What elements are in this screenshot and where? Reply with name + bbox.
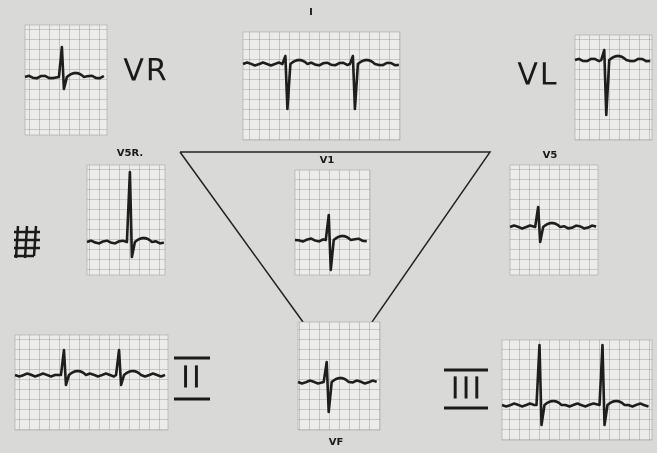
label-v5r: V5R. <box>117 148 143 159</box>
label-ii: II <box>181 361 203 396</box>
label-vf: VF <box>329 437 344 448</box>
label-v5: V5 <box>543 150 558 161</box>
label-iii: III <box>451 372 484 407</box>
label-i: I <box>309 7 313 18</box>
ecg-strip <box>298 322 380 430</box>
ecg-strip <box>243 32 400 140</box>
ecg-strip <box>87 165 165 275</box>
label-vr: VR <box>123 54 168 89</box>
ecg-strip <box>575 35 652 140</box>
ecg-strip <box>510 165 598 275</box>
label-v1: V1 <box>320 155 335 166</box>
ecg-strip <box>15 335 168 430</box>
ecg-board: I VR VL V5R. V1 V5 II III VF <box>0 0 657 453</box>
ecg-strip <box>502 340 652 440</box>
label-vl: VL <box>517 58 558 93</box>
